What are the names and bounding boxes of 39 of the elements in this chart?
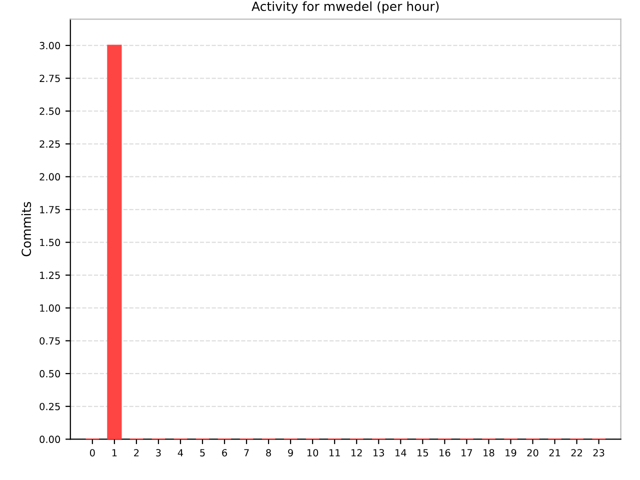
x-tick-label: 14 bbox=[396, 449, 406, 456]
x-tick-label: 15 bbox=[418, 449, 428, 456]
x-tick-label: 22 bbox=[571, 449, 582, 456]
x-tick-label: 10 bbox=[307, 449, 318, 456]
x-tick-label: 4 bbox=[178, 449, 184, 456]
x-tick-label: 9 bbox=[288, 449, 293, 456]
y-tick-label: 2.00 bbox=[40, 173, 60, 181]
y-tick-label: 1.25 bbox=[40, 272, 60, 279]
x-tick-label: 0 bbox=[90, 449, 95, 456]
y-tick-label: 0.50 bbox=[40, 370, 60, 378]
x-tick-label: 1 bbox=[112, 449, 117, 456]
y-axis-title: Commits bbox=[21, 202, 32, 256]
x-tick-label: 21 bbox=[549, 449, 560, 456]
chart-title: Activity for mwedel (per hour) bbox=[252, 1, 439, 14]
x-tick-label: 13 bbox=[374, 449, 384, 456]
x-tick-label: 20 bbox=[527, 449, 538, 456]
x-tick-label: 17 bbox=[462, 449, 472, 456]
x-tick-label: 11 bbox=[329, 449, 340, 456]
x-tick-label: 23 bbox=[593, 449, 604, 456]
y-tick-label: 0.75 bbox=[40, 337, 60, 345]
y-tick-label: 1.50 bbox=[40, 238, 60, 246]
x-tick-label: 12 bbox=[351, 449, 362, 456]
x-tick-label: 18 bbox=[484, 449, 494, 456]
y-tick-label: 0.00 bbox=[40, 436, 60, 444]
y-tick-label: 2.50 bbox=[40, 108, 60, 115]
y-tick-label: 2.25 bbox=[40, 140, 60, 148]
y-tick-label: 3.00 bbox=[40, 42, 60, 50]
x-tick-label: 6 bbox=[222, 449, 227, 456]
x-tick-label: 3 bbox=[156, 449, 161, 456]
y-tick-label: 2.75 bbox=[40, 74, 60, 82]
x-tick-label: 7 bbox=[244, 449, 249, 456]
y-tick-label: 1.00 bbox=[40, 304, 60, 312]
x-tick-label: 8 bbox=[266, 449, 271, 456]
x-tick-label: 5 bbox=[200, 449, 205, 456]
x-tick-label: 16 bbox=[440, 449, 450, 456]
x-tick-label: 2 bbox=[134, 449, 139, 456]
y-tick-label: 1.75 bbox=[40, 206, 60, 214]
y-tick-label: 0.25 bbox=[40, 402, 60, 410]
x-tick-label: 19 bbox=[506, 449, 516, 456]
